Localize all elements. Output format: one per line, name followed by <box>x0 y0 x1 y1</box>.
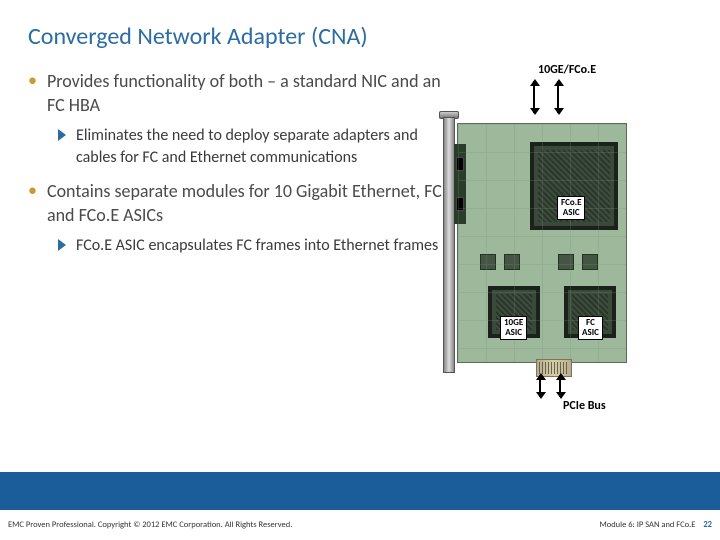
bullet-dot-icon: • <box>28 181 37 199</box>
diagram-column: 10GE/FCo.E FCo.E ASIC 10GE ASIC FC ASIC <box>448 69 658 409</box>
footer-accent-bar <box>0 472 720 510</box>
slide-footer: EMC Proven Professional. Copyright © 201… <box>0 510 720 540</box>
adapter-card: FCo.E ASIC 10GE ASIC FC ASIC <box>453 117 633 373</box>
small-chip-icon <box>504 254 520 270</box>
small-chip-icon <box>558 254 574 270</box>
text-column: • Provides functionality of both – a sta… <box>28 69 448 409</box>
arrow-icon <box>58 239 68 251</box>
double-arrow-icon <box>557 81 559 113</box>
small-chip-icon <box>582 254 598 270</box>
cna-diagram: 10GE/FCo.E FCo.E ASIC 10GE ASIC FC ASIC <box>453 69 648 409</box>
arrow-icon <box>58 129 68 141</box>
10ge-asic-label: 10GE ASIC <box>500 316 527 340</box>
bullet-dot-icon: • <box>28 71 37 89</box>
double-arrow-icon <box>533 81 535 113</box>
label-10ge-fcoe: 10GE/FCo.E <box>538 63 596 77</box>
double-arrow-icon <box>559 375 561 397</box>
bottom-arrows <box>539 375 561 397</box>
bullet-1a: Eliminates the need to deploy separate a… <box>28 125 448 169</box>
double-arrow-icon <box>539 375 541 397</box>
network-ports <box>454 144 466 224</box>
small-chip-icon <box>480 254 496 270</box>
bullet-2: • Contains separate modules for 10 Gigab… <box>28 179 448 227</box>
footer-right: Module 6: IP SAN and FCo.E 22 <box>599 520 712 530</box>
label-pcie-bus: PCIe Bus <box>563 399 606 415</box>
content-area: • Provides functionality of both – a sta… <box>0 51 720 409</box>
bullet-2a: FCo.E ASIC encapsulates FC frames into E… <box>28 235 448 257</box>
slide-title: Converged Network Adapter (CNA) <box>0 0 720 51</box>
bullet-1: • Provides functionality of both – a sta… <box>28 69 448 117</box>
copyright-text: EMC Proven Professional. Copyright © 201… <box>8 520 292 530</box>
bullet-2-text: Contains separate modules for 10 Gigabit… <box>47 179 448 227</box>
bullet-1-text: Provides functionality of both – a stand… <box>47 69 448 117</box>
bullet-1a-text: Eliminates the need to deploy separate a… <box>76 125 448 169</box>
module-text: Module 6: IP SAN and FCo.E <box>599 520 695 530</box>
fcoe-asic-label: FCo.E ASIC <box>557 196 585 220</box>
fc-asic-label: FC ASIC <box>578 316 603 340</box>
page-number: 22 <box>703 520 712 530</box>
pcb-board: FCo.E ASIC 10GE ASIC FC ASIC <box>457 123 627 363</box>
bullet-2a-text: FCo.E ASIC encapsulates FC frames into E… <box>76 235 438 257</box>
top-arrows <box>533 81 559 113</box>
